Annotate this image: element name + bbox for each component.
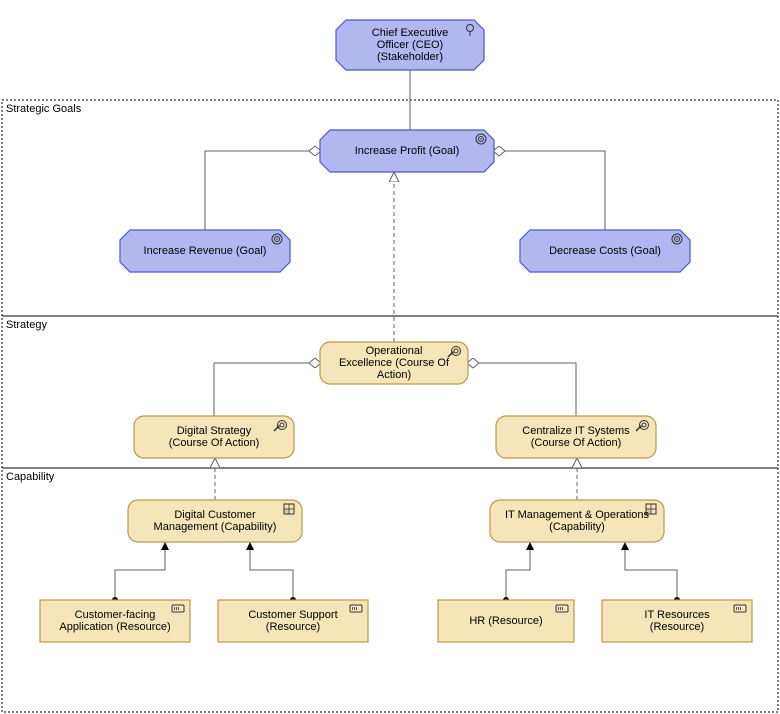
node-label: IT Resources(Resource) <box>644 609 710 633</box>
node-label: Digital Strategy(Course Of Action) <box>169 425 259 449</box>
node-decrease-costs: Decrease Costs (Goal) <box>520 230 690 272</box>
group-label: Strategic Goals <box>6 103 82 115</box>
node-increase-profit: Increase Profit (Goal) <box>320 130 494 172</box>
edge-op-excellence-digital-strategy <box>214 363 320 416</box>
node-digital-strategy: Digital Strategy(Course Of Action) <box>134 416 294 458</box>
node-label: Decrease Costs (Goal) <box>549 245 661 257</box>
node-dcm: Digital CustomerManagement (Capability) <box>128 500 302 542</box>
node-itmo: IT Management & Operations(Capability) <box>490 500 664 542</box>
node-centralize-it: Centralize IT Systems(Course Of Action) <box>496 416 656 458</box>
node-label: HR (Resource) <box>469 615 542 627</box>
edge-itr-itmo <box>625 542 677 600</box>
group-strategy: Strategy <box>2 316 778 468</box>
node-label: Increase Profit (Goal) <box>355 145 460 157</box>
node-label: Customer-facingApplication (Resource) <box>59 609 170 633</box>
node-label: Centralize IT Systems(Course Of Action) <box>522 425 630 449</box>
node-op-excellence: OperationalExcellence (Course OfAction) <box>320 342 468 384</box>
edge-increase-profit-decrease-costs <box>494 151 605 230</box>
node-label: Chief ExecutiveOfficer (CEO)(Stakeholder… <box>372 27 448 63</box>
group-label: Strategy <box>6 319 47 331</box>
node-increase-revenue: Increase Revenue (Goal) <box>120 230 290 272</box>
edge-op-excellence-centralize-it <box>468 363 576 416</box>
node-hr: HR (Resource) <box>438 600 574 642</box>
node-label: Increase Revenue (Goal) <box>144 245 267 257</box>
node-cfa: Customer-facingApplication (Resource) <box>40 600 190 642</box>
node-itr: IT Resources(Resource) <box>602 600 752 642</box>
edge-increase-profit-increase-revenue <box>205 151 320 230</box>
edge-hr-itmo <box>506 542 530 600</box>
edge-cfa-dcm <box>115 542 165 600</box>
node-ceo: Chief ExecutiveOfficer (CEO)(Stakeholder… <box>336 20 484 70</box>
edge-cs-dcm <box>250 542 293 600</box>
archimate-diagram: Strategic Goals Strategy Capability Chief E… <box>0 0 780 714</box>
group-label: Capability <box>6 471 55 483</box>
node-cs: Customer Support(Resource) <box>218 600 368 642</box>
